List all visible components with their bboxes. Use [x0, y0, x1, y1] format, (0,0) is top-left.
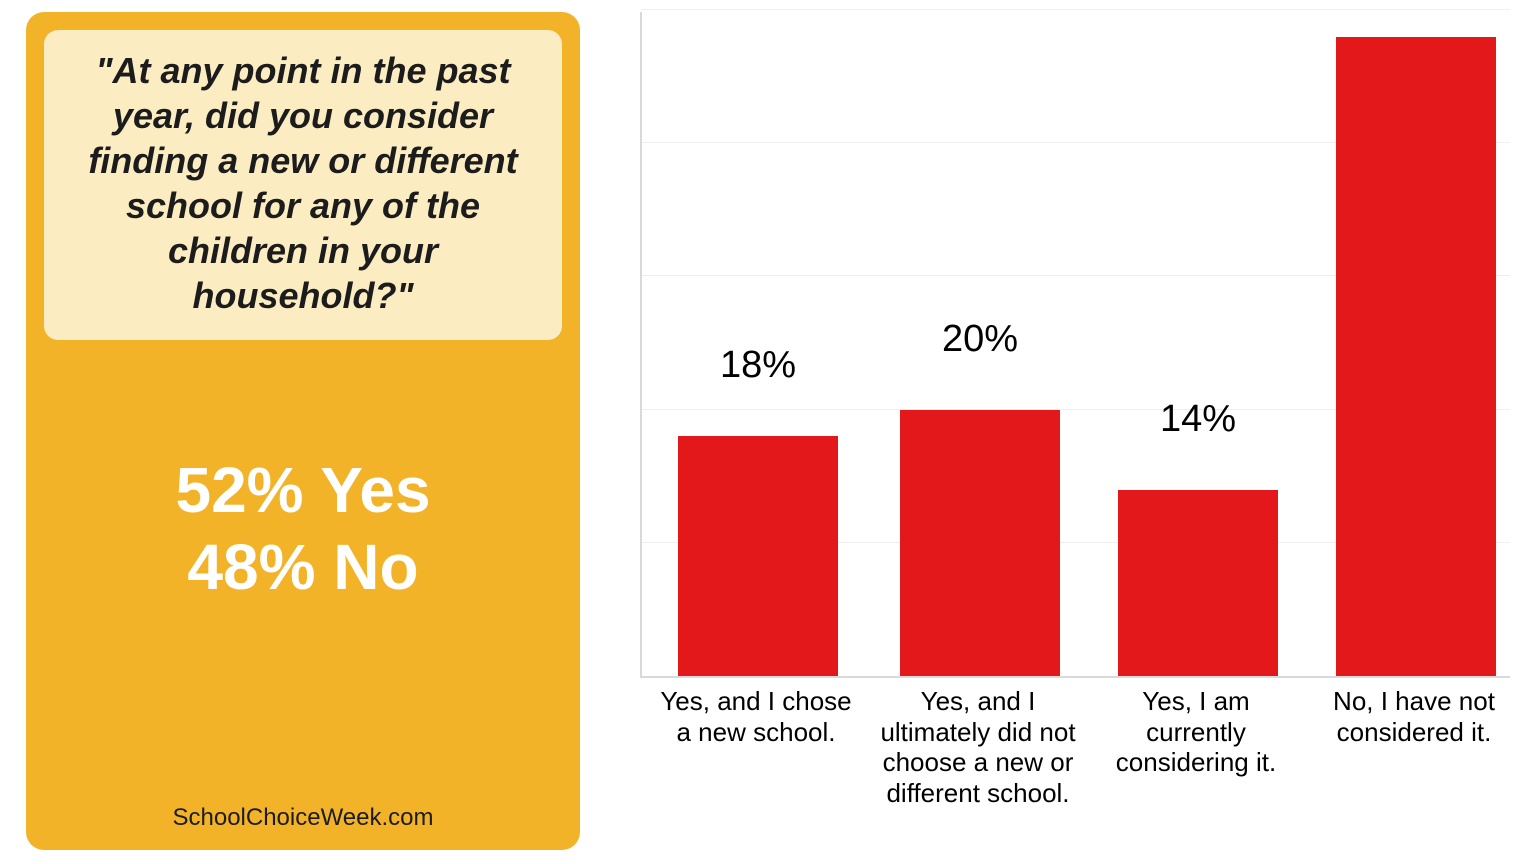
chart-axis-label: Yes, I am currently considering it. [1096, 686, 1296, 778]
chart-bar [1336, 37, 1496, 676]
question-box: "At any point in the past year, did you … [44, 30, 562, 340]
chart-gridline [642, 9, 1510, 10]
chart-bar [1118, 490, 1278, 676]
chart-bar [900, 410, 1060, 676]
summary-block: 52% Yes 48% No [26, 452, 580, 606]
chart-axis-label: No, I have not considered it. [1314, 686, 1514, 747]
chart-value-label: 18% [720, 344, 796, 387]
summary-yes: 52% Yes [26, 452, 580, 529]
chart-value-label: 14% [1160, 398, 1236, 441]
question-text: "At any point in the past year, did you … [88, 50, 517, 316]
chart-bar [678, 436, 838, 676]
chart-plot-area: 18%20%14%48% [640, 12, 1510, 678]
chart-value-label: 20% [942, 318, 1018, 361]
attribution-text: SchoolChoiceWeek.com [26, 804, 580, 832]
question-panel: "At any point in the past year, did you … [26, 12, 580, 850]
chart-axis-label: Yes, and I chose a new school. [656, 686, 856, 747]
bar-chart: 18%20%14%48% Yes, and I chose a new scho… [640, 12, 1510, 850]
summary-no: 48% No [26, 529, 580, 606]
chart-axis-label: Yes, and I ultimately did not choose a n… [878, 686, 1078, 809]
infographic-stage: "At any point in the past year, did you … [0, 0, 1536, 864]
